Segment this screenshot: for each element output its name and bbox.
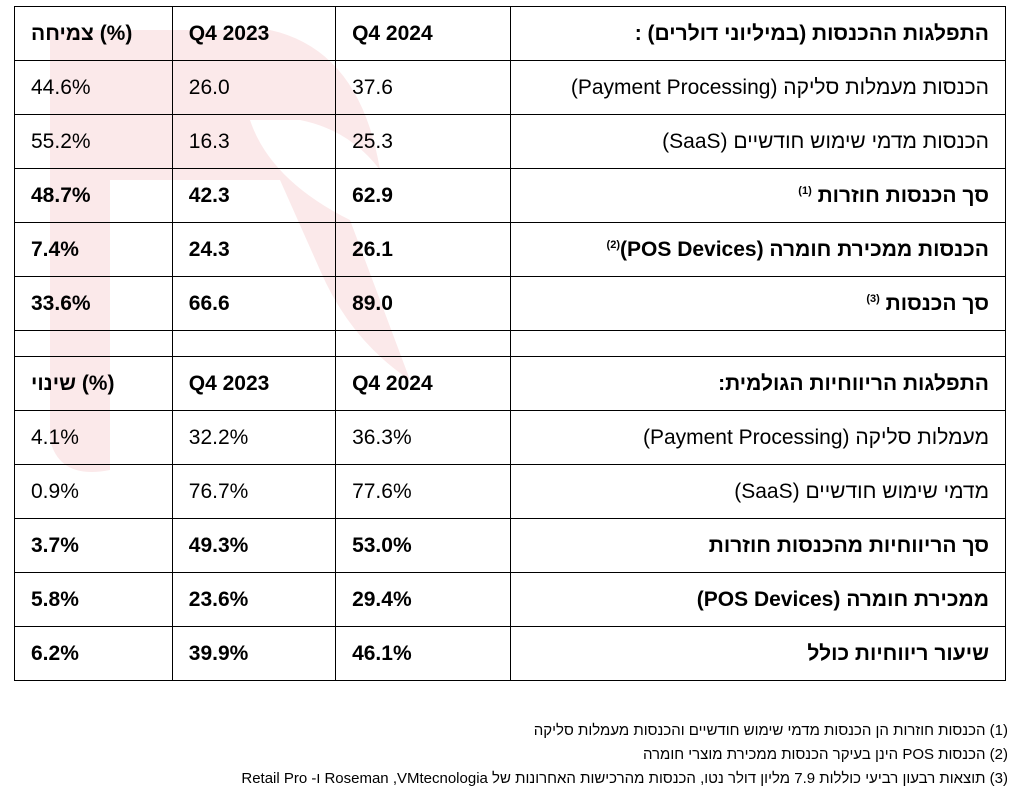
footnote-ref: (3) [866,292,880,305]
value-q4-2023: 16.3 [171,114,337,169]
value-q4-2024: 25.3 [335,114,511,169]
value-q4-2023: 32.2% [171,410,337,465]
gross-header-q4-2023: Q4 2023 [171,356,337,411]
table-row: סך הכנסות (3) 89.0 66.6 33.6% [14,276,1006,331]
value-change: 3.7% [14,518,173,573]
gross-header-label: התפלגות הריווחיות הגולמית: [509,356,1006,411]
value-q4-2023: 42.3 [171,168,337,223]
gross-header-change: שינוי (%) [14,356,173,411]
table-row: מעמלות סליקה (Payment Processing) 36.3% … [14,410,1006,465]
value-change: 4.1% [14,410,173,465]
table-row: סך הכנסות חוזרות (1) 62.9 42.3 48.7% [14,168,1006,223]
value-growth: 7.4% [14,222,173,277]
value-growth: 48.7% [14,168,173,223]
financial-table: התפלגות ההכנסות (במיליוני דולרים) : Q4 2… [14,6,1006,681]
table-row: סך הריווחיות מהכנסות חוזרות 53.0% 49.3% … [14,518,1006,573]
value-q4-2024: 46.1% [335,626,511,681]
value-q4-2024: 89.0 [335,276,511,331]
footnote-1: (1) הכנסות חוזרות הן הכנסות מדמי שימוש ח… [533,722,1008,739]
value-q4-2023: 39.9% [171,626,337,681]
value-q4-2024: 37.6 [335,60,511,115]
value-q4-2024: 53.0% [335,518,511,573]
value-q4-2024: 29.4% [335,572,511,627]
revenue-header-growth: צמיחה (%) [14,6,173,61]
value-change: 6.2% [14,626,173,681]
footnote-3: (3) תוצאות רבעון רביעי כוללות 7.9 מליון … [241,770,1008,787]
value-q4-2023: 23.6% [171,572,337,627]
value-q4-2023: 26.0 [171,60,337,115]
value-growth: 55.2% [14,114,173,169]
revenue-header-q4-2023: Q4 2023 [171,6,337,61]
row-label: שיעור ריווחיות כולל [509,626,1006,681]
value-change: 0.9% [14,464,173,519]
value-q4-2023: 76.7% [171,464,337,519]
value-q4-2024: 77.6% [335,464,511,519]
table-row: הכנסות ממכירת חומרה (POS Devices)(2) 26.… [14,222,1006,277]
value-q4-2024: 26.1 [335,222,511,277]
row-label: הכנסות ממכירת חומרה (POS Devices)(2) [509,222,1006,277]
value-q4-2023: 66.6 [171,276,337,331]
footnote-ref: (2) [606,238,621,251]
value-q4-2023: 24.3 [171,222,337,277]
revenue-header-q4-2024: Q4 2024 [335,6,511,61]
value-growth: 33.6% [14,276,173,331]
spacer-row [14,330,1006,357]
value-growth: 44.6% [14,60,173,115]
row-label: הכנסות מדמי שימוש חודשיים (SaaS) [509,114,1006,169]
table-row: ממכירת חומרה (POS Devices) 29.4% 23.6% 5… [14,572,1006,627]
value-change: 5.8% [14,572,173,627]
table-row: מדמי שימוש חודשיים (SaaS) 77.6% 76.7% 0.… [14,464,1006,519]
row-label: סך הכנסות (3) [509,276,1006,331]
value-q4-2023: 49.3% [171,518,337,573]
row-label: סך הריווחיות מהכנסות חוזרות [509,518,1006,573]
row-label: מדמי שימוש חודשיים (SaaS) [509,464,1006,519]
table-row: הכנסות מעמלות סליקה (Payment Processing)… [14,60,1006,115]
table-row: שיעור ריווחיות כולל 46.1% 39.9% 6.2% [14,626,1006,681]
revenue-header-label: התפלגות ההכנסות (במיליוני דולרים) : [509,6,1006,61]
footnote-ref: (1) [798,184,812,197]
value-q4-2024: 36.3% [335,410,511,465]
row-label: ממכירת חומרה (POS Devices) [509,572,1006,627]
footnote-2: (2) הכנסות POS הינן בעיקר הכנסות ממכירת … [642,746,1008,763]
row-label: מעמלות סליקה (Payment Processing) [509,410,1006,465]
gross-header-q4-2024: Q4 2024 [335,356,511,411]
gross-header-row: התפלגות הריווחיות הגולמית: Q4 2024 Q4 20… [14,356,1006,411]
row-label: סך הכנסות חוזרות (1) [509,168,1006,223]
footnotes: (1) הכנסות חוזרות הן הכנסות מדמי שימוש ח… [8,719,1008,791]
table-row: הכנסות מדמי שימוש חודשיים (SaaS) 25.3 16… [14,114,1006,169]
revenue-header-row: התפלגות ההכנסות (במיליוני דולרים) : Q4 2… [14,6,1006,61]
row-label: הכנסות מעמלות סליקה (Payment Processing) [509,60,1006,115]
value-q4-2024: 62.9 [335,168,511,223]
